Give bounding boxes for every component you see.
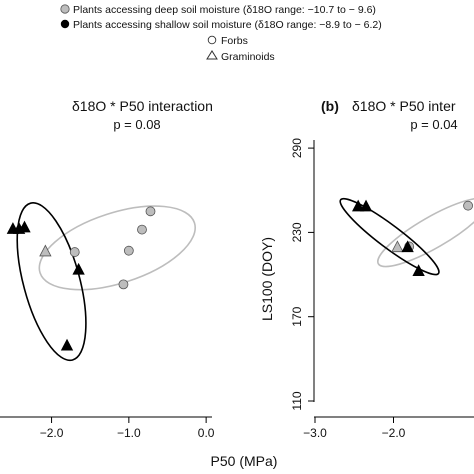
- panel-b-y-tick-label: 230: [290, 222, 304, 242]
- legend-marker-graminoids: [206, 50, 218, 60]
- panel-a-x-ticks: −2.0 −1.0 0.0: [40, 417, 215, 440]
- panel-a-shallow-triangle-point: [72, 262, 85, 275]
- panel-b-shallow-triangle-point: [352, 199, 365, 212]
- panel-b-y-label: LS100 (DOY): [259, 237, 275, 321]
- panel-a-shallow-ellipse: [16, 202, 87, 362]
- panel-b-deep-ellipse: [377, 197, 474, 268]
- panel-a-annotation: p = 0.08: [113, 117, 160, 132]
- panel-a-x-tick-label: −2.0: [40, 426, 64, 440]
- legend-label-graminoids: Graminoids: [221, 51, 275, 63]
- panel-a-shallow-triangle-point: [18, 220, 31, 233]
- panel-a-deep-triangle-point: [39, 244, 52, 257]
- legend-marker-deep: [60, 4, 70, 14]
- legend-label-deep: Plants accessing deep soil moisture (δ18…: [73, 4, 376, 16]
- panel-a-deep-ellipse: [38, 205, 196, 291]
- panel-b-marks: [339, 197, 474, 276]
- panel-a-x-tick-label: −1.0: [117, 426, 141, 440]
- panel-a-x-label: P50 (MPa): [211, 453, 278, 469]
- panel-a-deep-circle-point: [145, 206, 156, 217]
- panel-a-title: δ18O * P50 interaction: [72, 98, 213, 114]
- panel-b: (b) δ18O * P50 inter p = 0.04 −3.0 −2.0 11…: [259, 98, 474, 440]
- panel-b-y-tick-label: 290: [290, 138, 304, 158]
- panel-b-ticks: −3.0 −2.0 110 170 230 290: [290, 138, 406, 440]
- panel-b-annotation: p = 0.04: [410, 117, 457, 132]
- panel-b-y-tick-label: 170: [290, 306, 304, 326]
- panel-b-shallow-triangle-point: [401, 240, 414, 253]
- panel-b-title: δ18O * P50 inter: [352, 98, 456, 114]
- panel-b-shallow-triangle-point: [412, 264, 425, 276]
- legend-marker-forbs: [207, 35, 217, 45]
- panel-a-x-tick-label: 0.0: [198, 426, 215, 440]
- panel-b-label: (b): [321, 98, 339, 114]
- panel-a-deep-circle-point: [118, 279, 129, 290]
- legend-label-forbs: Forbs: [221, 35, 248, 47]
- panel-a: δ18O * P50 interaction p = 0.08 −2.0 −1.0…: [0, 98, 277, 469]
- legend-marker-shallow: [60, 19, 70, 29]
- legend-label-shallow: Plants accessing shallow soil moisture (…: [73, 19, 382, 31]
- panel-a-shallow-triangle-point: [60, 338, 74, 351]
- panel-b-deep-triangle-point: [391, 240, 404, 253]
- panel-b-y-tick-label: 110: [290, 391, 304, 410]
- panel-b-deep-circle-point: [463, 200, 473, 211]
- panel-b-shallow-triangle-point: [359, 199, 373, 212]
- panel-a-deep-circle-point: [123, 245, 134, 256]
- panel-b-x-tick-label: −2.0: [382, 426, 406, 440]
- legend: Plants accessing deep soil moisture (δ18…: [60, 4, 382, 63]
- panel-b-shallow-ellipse: [339, 197, 440, 276]
- panel-a-deep-circle-point: [69, 247, 80, 257]
- panel-a-deep-circle-point: [137, 224, 147, 235]
- panel-a-marks: [6, 202, 196, 362]
- panel-b-x-tick-label: −3.0: [303, 426, 327, 440]
